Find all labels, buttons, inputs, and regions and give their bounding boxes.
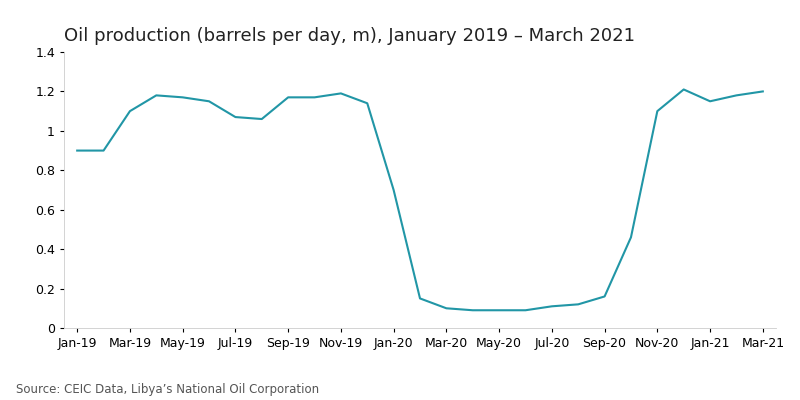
Text: Source: CEIC Data, Libya’s National Oil Corporation: Source: CEIC Data, Libya’s National Oil …	[16, 383, 319, 396]
Text: Oil production (barrels per day, m), January 2019 – March 2021: Oil production (barrels per day, m), Jan…	[64, 27, 635, 45]
